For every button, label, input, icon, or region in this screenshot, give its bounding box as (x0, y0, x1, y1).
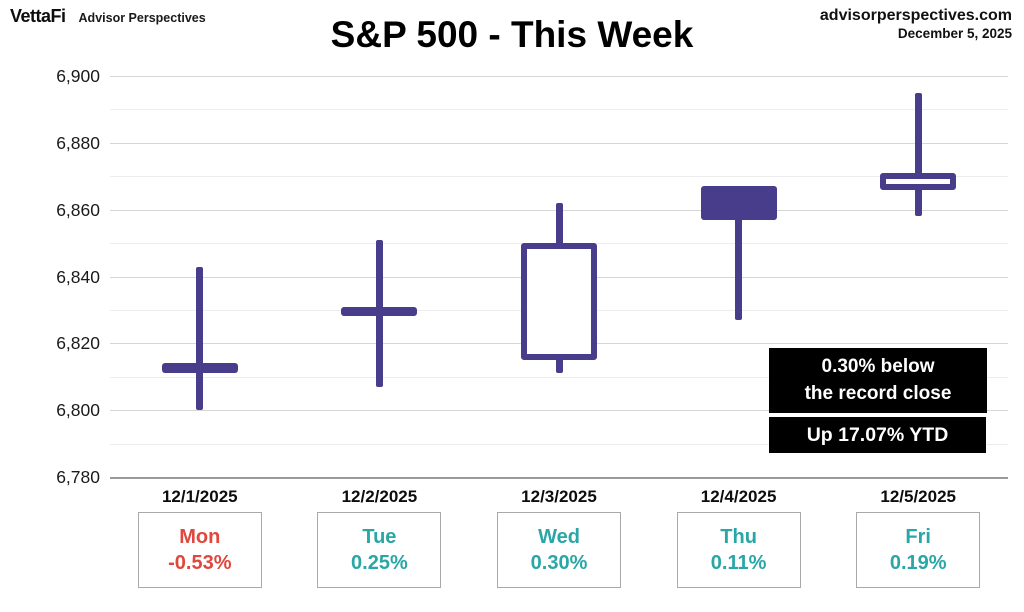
ytd-callout: Up 17.07% YTD (769, 417, 986, 453)
day-change-box: Thu 0.11% (676, 512, 801, 588)
candle-wick (196, 266, 204, 411)
grid-line (110, 142, 1008, 144)
advisor-perspectives-label: Advisor Perspectives (78, 11, 206, 25)
record-close-line2: the record close (804, 382, 952, 404)
day-change-label: 0.19% (889, 552, 947, 574)
record-close-line1: 0.30% below (821, 356, 935, 378)
day-name-label: Fri (905, 526, 931, 548)
x-date-label: 12/4/2025 (700, 487, 777, 506)
candle-body (521, 243, 597, 361)
candle-body (880, 172, 957, 190)
x-date-label: 12/2/2025 (341, 487, 418, 506)
day-change-label: -0.53% (168, 552, 232, 574)
x-date-label: 12/5/2025 (880, 487, 956, 506)
day-change-label: 0.11% (710, 552, 767, 574)
candle-body (161, 363, 238, 374)
candle-body (700, 186, 777, 220)
grid-line (110, 410, 1008, 412)
y-tick-label: 6,780 (56, 467, 100, 487)
day-change-box: Fri 0.19% (856, 512, 981, 588)
source-date: December 5, 2025 (897, 26, 1012, 41)
chart-title: S&P 500 - This Week (330, 14, 694, 55)
grid-line (110, 176, 1008, 178)
x-date-label: 12/1/2025 (161, 487, 238, 506)
record-close-callout: 0.30% below the record close (769, 348, 987, 413)
day-change-label: 0.30% (530, 552, 588, 574)
day-change-box: Mon -0.53% (137, 512, 262, 588)
candle-wick (735, 186, 743, 320)
candle-wick (914, 92, 922, 217)
ytd-text: Up 17.07% YTD (806, 423, 949, 446)
y-tick-label: 6,900 (56, 66, 100, 86)
grid-line (110, 443, 1008, 445)
x-axis-line (110, 477, 1008, 479)
grid-line (110, 109, 1008, 111)
day-change-box: Tue 0.25% (317, 512, 442, 588)
y-tick-label: 6,800 (56, 400, 100, 421)
y-tick-label: 6,880 (56, 132, 100, 153)
day-name-label: Tue (362, 526, 397, 548)
vettafi-logo: VettaFi Advisor Perspectives (10, 6, 206, 27)
grid-line (110, 376, 1008, 378)
day-name-label: Wed (538, 526, 580, 548)
grid-line (110, 76, 1008, 77)
source-url: advisorperspectives.com (819, 7, 1012, 24)
x-date-label: 12/3/2025 (521, 487, 597, 506)
day-name-label: Mon (179, 526, 221, 548)
day-name-label: Thu (720, 526, 757, 548)
vettafi-logo-text: VettaFi (10, 6, 66, 26)
candle-body (341, 306, 418, 316)
source-block: advisorperspectives.com December 5, 2025 (820, 6, 1012, 43)
y-tick-label: 6,860 (56, 199, 100, 220)
y-tick-label: 6,820 (56, 333, 100, 354)
y-tick-label: 6,840 (56, 266, 100, 287)
day-change-box: Wed 0.30% (497, 512, 621, 588)
day-change-label: 0.25% (351, 552, 408, 574)
